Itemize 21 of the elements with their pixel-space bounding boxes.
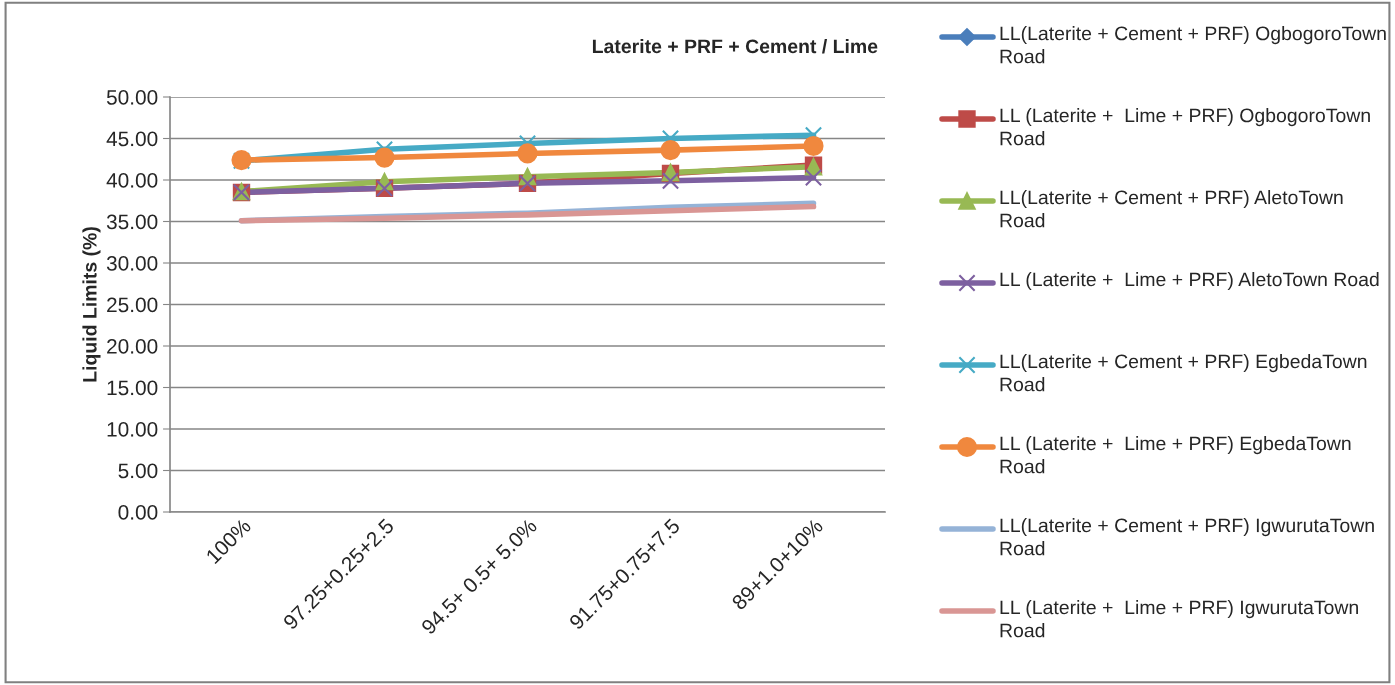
y-tick-label: 5.00 (118, 463, 158, 479)
y-tick-label: 35.00 (106, 214, 158, 230)
y-tick-label: 50.00 (106, 90, 158, 105)
y-tick-label: 45.00 (106, 131, 158, 147)
y-tick-label: 30.00 (106, 256, 158, 271)
chart-title: Laterite + PRF + Cement / Lime (592, 38, 878, 54)
legend-label: LL (Laterite + Lime + PRF) OgbogoroTown Road (1000, 108, 1370, 146)
y-tick-label: 15.00 (107, 380, 158, 396)
y-tick-label: 40.00 (106, 173, 158, 188)
y-tick-label: 0.00 (118, 505, 158, 520)
y-tick-label: 25.00 (107, 297, 158, 313)
y-axis-title: Liquid Limits (%) (82, 227, 101, 382)
legend-label: LL(Laterite + Cement + PRF) AletoTown Road (1000, 190, 1343, 228)
y-tick-label: 10.00 (107, 422, 158, 437)
legend-label: LL (Laterite + Lime + PRF) AletoTown Road (1000, 272, 1379, 291)
legend-label: LL(Laterite + Cement + PRF) IgwurutaTown Road (1000, 518, 1374, 556)
legend-label: LL (Laterite + Lime + PRF) EgbedaTown Road (1000, 436, 1351, 474)
legend-label: LL(Laterite + Cement + PRF) OgbogoroTown Road (1000, 26, 1386, 64)
y-tick-label: 20.00 (107, 339, 158, 354)
legend-label: LL(Laterite + Cement + PRF) EgbedaTown Road (1000, 354, 1367, 392)
legend-label: LL (Laterite + Lime + PRF) IgwurutaTown Road (1000, 600, 1358, 638)
